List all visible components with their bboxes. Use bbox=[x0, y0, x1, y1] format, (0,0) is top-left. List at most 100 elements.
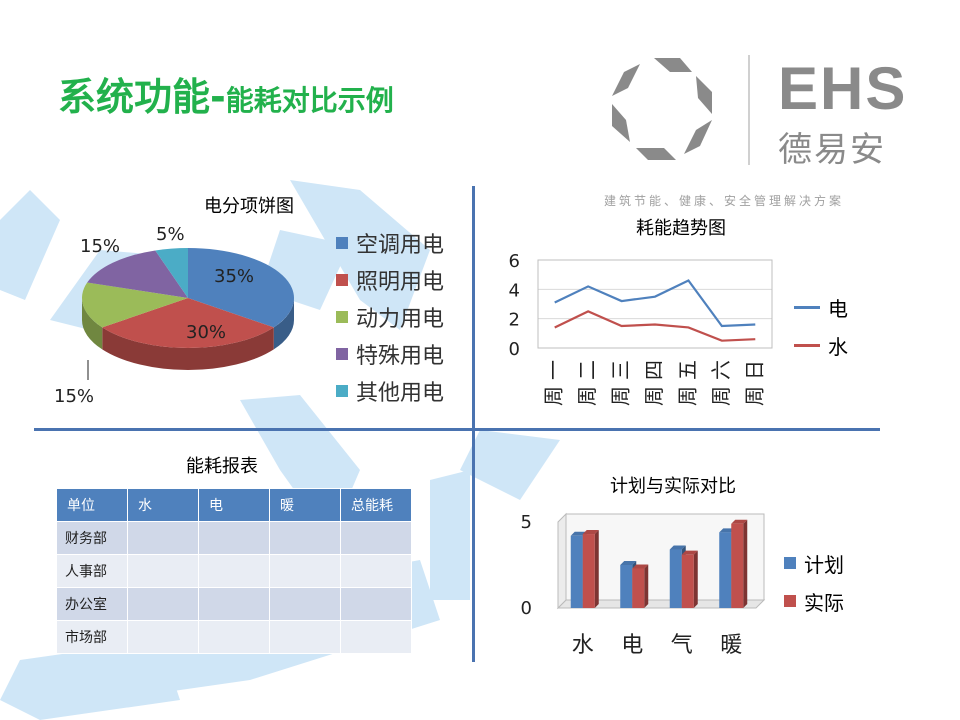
line-x-tick-char: 周 bbox=[575, 386, 599, 406]
bar-x-tick: 暖 bbox=[720, 633, 742, 658]
line-x-tick-char: 日 bbox=[742, 360, 766, 380]
pie-chart-title: 电分项饼图 bbox=[204, 196, 294, 217]
bar-top bbox=[582, 530, 599, 535]
swatch-icon bbox=[336, 236, 348, 249]
bar-top bbox=[731, 519, 748, 524]
bar bbox=[669, 549, 682, 608]
pie-data-label: 35% bbox=[214, 266, 254, 287]
bar-legend: 计划 实际 bbox=[784, 544, 844, 620]
swatch-icon bbox=[784, 595, 796, 607]
line-x-tick-char: 周 bbox=[742, 386, 766, 406]
table-cell bbox=[340, 587, 412, 621]
table-cell bbox=[340, 554, 412, 588]
pie-legend-label: 空调用电 bbox=[356, 232, 445, 258]
pie-slice bbox=[82, 282, 188, 328]
report-header-cell: 总能耗 bbox=[340, 488, 412, 522]
line-x-tick: 三周 bbox=[609, 360, 633, 406]
line-x-tick: 一周 bbox=[542, 360, 566, 406]
pie-slice bbox=[87, 250, 188, 298]
bar-legend-label: 计划 bbox=[804, 552, 844, 577]
line-x-tick-char: 三 bbox=[609, 360, 633, 380]
table-cell bbox=[198, 521, 270, 555]
line-y-tick: 2 bbox=[509, 310, 520, 331]
bar-top bbox=[681, 550, 698, 555]
bar-top bbox=[632, 564, 649, 569]
pie-legend-item: 其他用电 bbox=[336, 372, 444, 409]
line-x-tick-char: 周 bbox=[642, 386, 666, 406]
bar bbox=[620, 565, 633, 608]
line-x-tick-char: 周 bbox=[709, 386, 733, 406]
bar-x-tick: 水 bbox=[572, 633, 594, 658]
line-swatch-icon bbox=[794, 343, 820, 347]
bar-chart-title: 计划与实际对比 bbox=[610, 476, 736, 497]
swatch-icon bbox=[336, 273, 348, 286]
swatch-icon bbox=[784, 557, 796, 569]
bar-y-tick: 5 bbox=[521, 512, 532, 533]
line-y-tick: 6 bbox=[509, 251, 520, 272]
line-series bbox=[554, 310, 756, 342]
bar-x-tick: 电 bbox=[621, 633, 643, 658]
pie-slice bbox=[155, 248, 188, 298]
table-cell bbox=[340, 521, 412, 555]
bar bbox=[681, 554, 694, 608]
logo-divider bbox=[748, 55, 750, 165]
bar bbox=[719, 532, 732, 608]
bar-x-tick: 气 bbox=[671, 633, 693, 658]
page-title: 系统功能-能耗对比示例 bbox=[58, 66, 394, 121]
bar-side-wall bbox=[557, 512, 567, 610]
bar-side bbox=[743, 519, 748, 608]
line-x-tick-char: 周 bbox=[609, 386, 633, 406]
ehs-logo-icon bbox=[612, 58, 712, 160]
bar-legend-item: 实际 bbox=[784, 582, 844, 620]
pie-legend-label: 照明用电 bbox=[356, 269, 445, 295]
line-x-tick: 六周 bbox=[709, 360, 733, 406]
line-plot-frame bbox=[537, 259, 773, 349]
line-chart-title: 耗能趋势图 bbox=[636, 218, 726, 239]
line-legend-item: 电 bbox=[794, 288, 848, 326]
logo-tagline: 建筑节能、健康、安全管理解决方案 bbox=[604, 194, 845, 208]
report-header-cell: 水 bbox=[127, 488, 199, 522]
page-title-main: 系统功能- bbox=[58, 75, 226, 119]
report-header-cell: 单位 bbox=[56, 488, 128, 522]
pie-slice bbox=[102, 298, 274, 348]
line-x-tick-char: 六 bbox=[709, 360, 733, 380]
bar-side bbox=[644, 564, 649, 608]
pie-slice-side bbox=[273, 298, 294, 350]
pie-slice-side bbox=[82, 298, 103, 350]
line-x-tick-char: 一 bbox=[542, 360, 566, 380]
horizontal-divider bbox=[34, 428, 880, 431]
table-cell bbox=[269, 620, 341, 654]
line-x-tick-char: 周 bbox=[542, 386, 566, 406]
bar bbox=[632, 568, 645, 608]
table-row: 市场部 bbox=[56, 620, 412, 654]
pie-data-label: 15% bbox=[80, 236, 120, 257]
report-header-cell: 暖 bbox=[269, 488, 341, 522]
logo-brand-cn: 德易安 bbox=[778, 130, 886, 170]
pie-legend-label: 特殊用电 bbox=[356, 343, 445, 369]
report-header-row: 单位 水 电 暖 总能耗 bbox=[56, 488, 412, 522]
pie-legend-item: 照明用电 bbox=[336, 261, 444, 298]
line-legend-label: 水 bbox=[828, 334, 848, 359]
table-cell: 办公室 bbox=[56, 587, 128, 621]
swatch-icon bbox=[336, 347, 348, 360]
line-legend-item: 水 bbox=[794, 326, 848, 364]
bar-legend-label: 实际 bbox=[804, 590, 844, 615]
line-y-tick: 4 bbox=[509, 280, 520, 301]
vertical-divider bbox=[472, 186, 475, 662]
line-swatch-icon bbox=[794, 305, 820, 309]
report-table: 单位 水 电 暖 总能耗 财务部 人事部 办公室 bbox=[56, 488, 412, 654]
pie-data-label: 30% bbox=[186, 322, 226, 343]
pie-data-label: 15% bbox=[54, 386, 94, 407]
table-cell bbox=[340, 620, 412, 654]
pie-legend-item: 空调用电 bbox=[336, 224, 444, 261]
bar-top bbox=[620, 561, 637, 565]
pie-data-label: 5% bbox=[156, 224, 185, 245]
logo-brand: EHS bbox=[778, 55, 908, 122]
line-x-tick-char: 四 bbox=[642, 360, 666, 380]
line-x-tick-char: 周 bbox=[675, 386, 699, 406]
pie-legend-item: 动力用电 bbox=[336, 298, 444, 335]
swatch-icon bbox=[336, 310, 348, 323]
line-legend: 电 水 bbox=[794, 288, 848, 364]
table-row: 财务部 bbox=[56, 521, 412, 555]
pie-legend-item: 特殊用电 bbox=[336, 335, 444, 372]
